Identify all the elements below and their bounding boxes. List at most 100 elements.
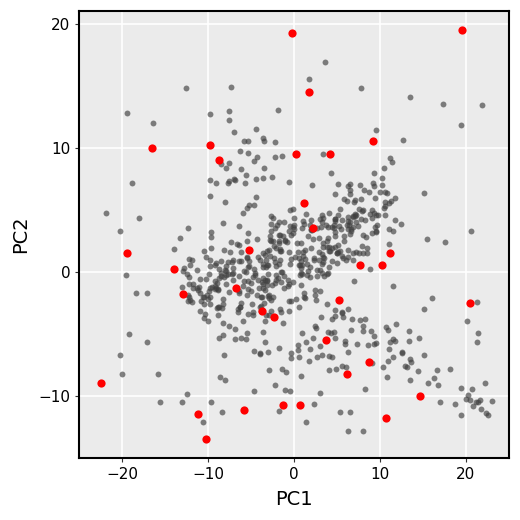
Point — [259, 328, 267, 336]
Point — [306, 224, 315, 232]
Point — [340, 195, 348, 203]
Point — [277, 268, 285, 276]
Point — [155, 398, 164, 407]
Point — [347, 315, 356, 323]
Point — [384, 357, 392, 365]
Point — [458, 25, 466, 34]
Point — [257, 302, 265, 310]
Point — [185, 254, 193, 263]
Point — [339, 362, 347, 370]
Point — [310, 254, 318, 262]
Point — [313, 296, 321, 305]
Point — [241, 335, 250, 344]
Point — [318, 250, 326, 258]
Point — [334, 211, 343, 219]
Point — [359, 322, 367, 330]
Point — [430, 373, 438, 382]
Point — [315, 233, 323, 242]
Point — [341, 340, 349, 348]
Point — [379, 363, 387, 371]
Point — [143, 338, 151, 346]
Point — [474, 329, 482, 337]
Point — [352, 218, 360, 226]
Point — [355, 205, 363, 213]
Point — [307, 226, 315, 235]
Point — [290, 225, 298, 233]
Point — [184, 290, 192, 298]
Point — [206, 176, 214, 184]
Point — [336, 225, 345, 233]
Point — [239, 209, 247, 217]
Point — [230, 175, 239, 183]
Point — [330, 220, 339, 229]
Point — [243, 277, 252, 285]
Point — [247, 287, 255, 295]
Point — [294, 346, 302, 354]
Point — [285, 306, 293, 315]
Point — [269, 214, 277, 222]
Point — [289, 229, 297, 238]
Point — [331, 190, 340, 199]
Point — [339, 313, 347, 321]
Point — [364, 341, 372, 349]
Point — [331, 243, 340, 252]
Point — [245, 201, 253, 209]
Point — [332, 365, 341, 373]
Point — [250, 157, 258, 165]
Point — [300, 220, 308, 228]
Point — [275, 344, 283, 353]
Point — [264, 348, 272, 356]
Point — [222, 262, 230, 270]
Point — [340, 232, 348, 241]
Point — [371, 223, 379, 231]
Point — [225, 159, 233, 167]
Point — [306, 220, 315, 229]
Point — [262, 311, 270, 320]
Point — [343, 370, 352, 379]
Point — [199, 293, 207, 301]
Point — [280, 284, 288, 292]
Point — [225, 177, 233, 185]
Point — [170, 245, 178, 253]
Point — [250, 387, 258, 395]
Point — [316, 288, 324, 296]
Point — [281, 237, 290, 245]
Point — [123, 249, 131, 257]
Point — [324, 269, 332, 277]
Point — [279, 401, 287, 410]
Point — [420, 351, 428, 359]
Point — [267, 237, 276, 245]
Point — [311, 291, 319, 299]
Point — [214, 285, 222, 293]
Point — [286, 386, 294, 395]
Point — [178, 290, 187, 298]
Point — [292, 295, 300, 303]
Point — [346, 217, 354, 226]
Point — [206, 141, 214, 149]
Point — [330, 328, 338, 336]
Point — [122, 271, 130, 280]
Point — [118, 370, 126, 378]
Point — [276, 305, 284, 313]
Point — [213, 286, 222, 294]
Point — [401, 362, 409, 370]
Point — [257, 293, 265, 302]
Point — [378, 261, 386, 269]
Point — [323, 223, 332, 231]
Point — [342, 256, 350, 264]
Point — [363, 249, 372, 257]
Point — [297, 269, 305, 277]
Point — [297, 261, 306, 269]
Point — [352, 211, 360, 219]
Point — [237, 257, 245, 265]
Point — [368, 206, 376, 214]
Point — [356, 180, 364, 189]
Point — [391, 194, 399, 202]
Point — [301, 246, 309, 254]
Point — [254, 276, 263, 284]
Point — [197, 296, 205, 305]
Point — [361, 384, 369, 393]
Point — [261, 317, 269, 325]
Point — [348, 212, 357, 220]
Point — [287, 231, 295, 239]
